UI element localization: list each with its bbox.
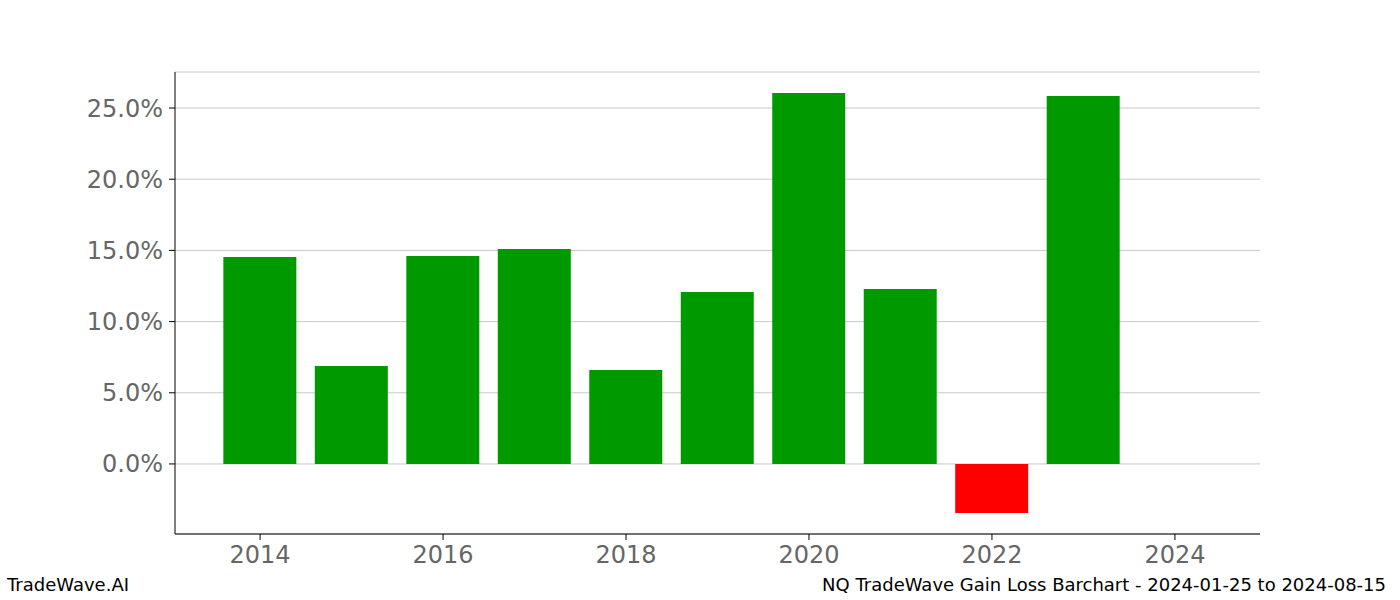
html-text:NQ TradeWave Gain Loss Barchar: NQ TradeWave Gain Loss Barchart - 2024-0…: [822, 574, 1386, 595]
svg-text:2014: 2014: [230, 541, 291, 569]
svg-text:5.0%: 5.0%: [102, 379, 163, 407]
svg-text:15.0%: 15.0%: [87, 237, 163, 265]
svg-text:2022: 2022: [961, 541, 1022, 569]
svg-text:10.0%: 10.0%: [87, 308, 163, 336]
svg-text:2024: 2024: [1144, 541, 1205, 569]
svg-text:2018: 2018: [595, 541, 656, 569]
svg-text:25.0%: 25.0%: [87, 95, 163, 123]
svg-text:0.0%: 0.0%: [102, 450, 163, 478]
html-text:TradeWave.AI: TradeWave.AI: [7, 574, 129, 595]
svg-text:2016: 2016: [413, 541, 474, 569]
svg-text:20.0%: 20.0%: [87, 166, 163, 194]
svg-text:2020: 2020: [778, 541, 839, 569]
